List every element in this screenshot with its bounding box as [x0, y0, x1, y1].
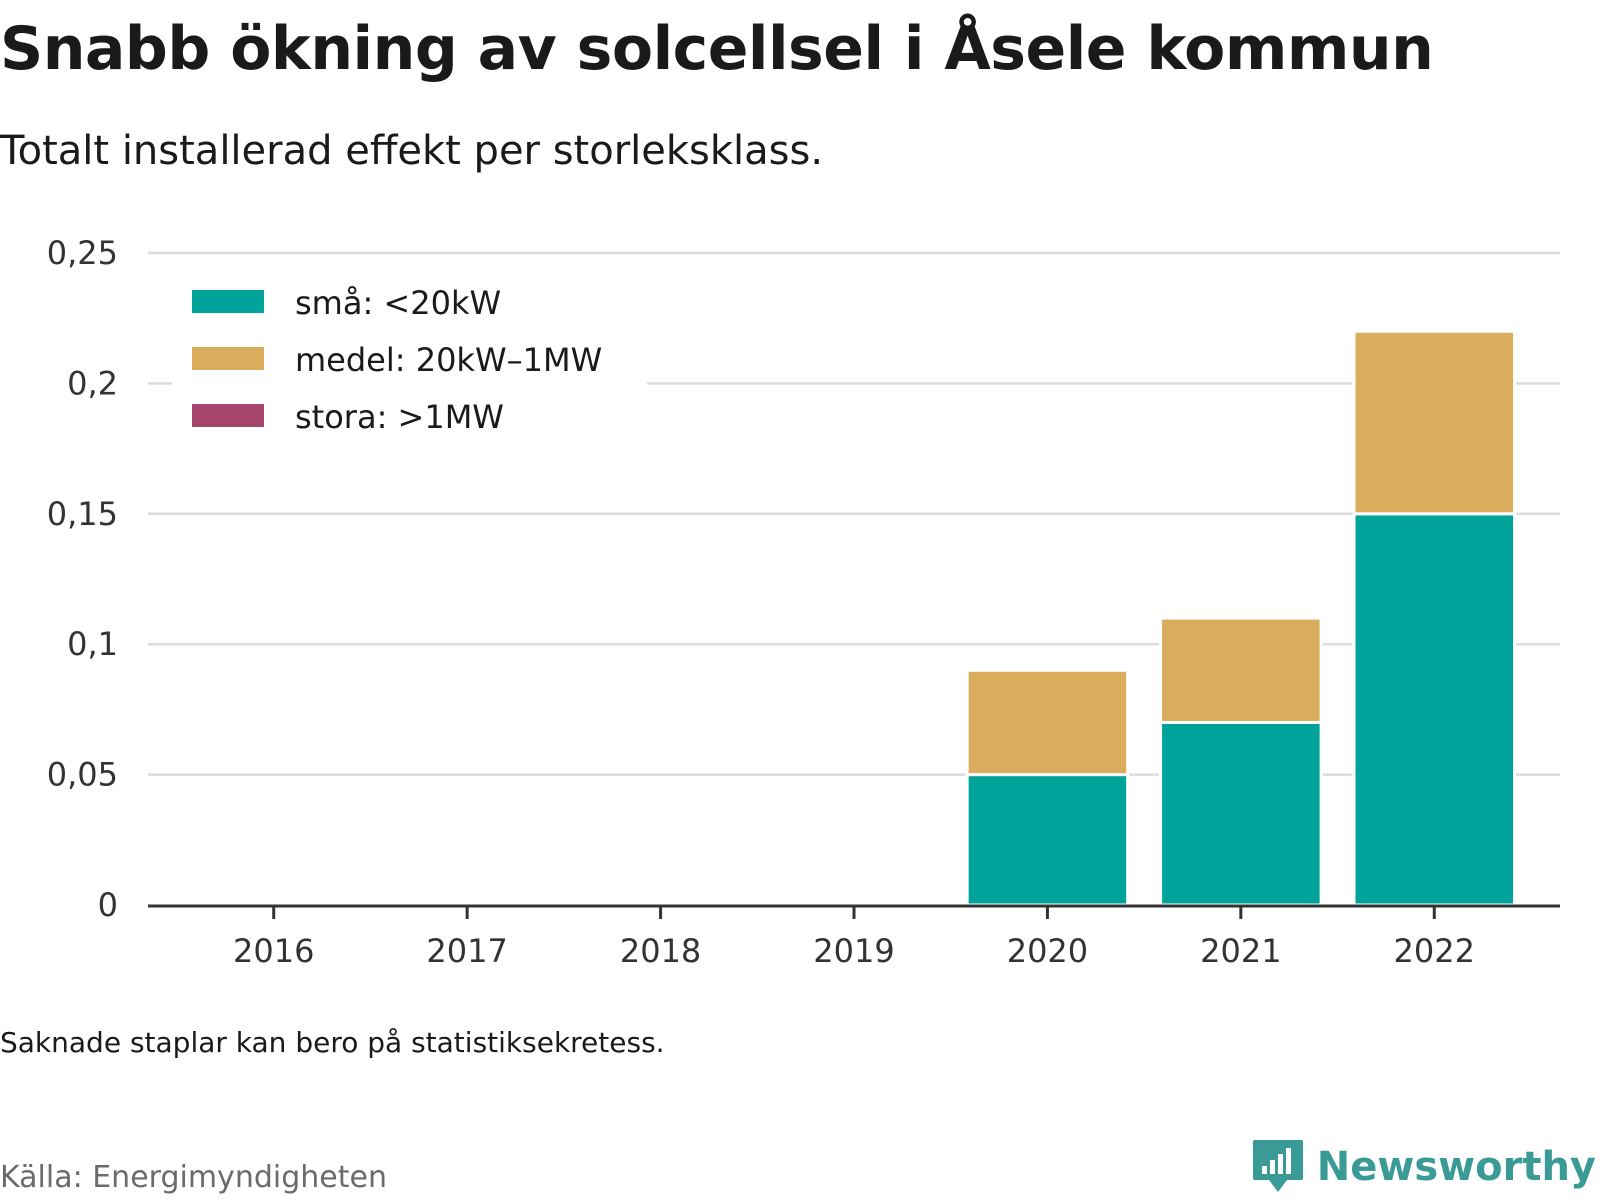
legend-swatch [192, 404, 264, 427]
y-tick-label: 0,25 [47, 234, 118, 272]
bar-segment [1352, 329, 1517, 516]
x-tick-label: 2020 [1007, 932, 1088, 970]
newsworthy-logo-icon [1252, 1140, 1303, 1192]
legend: små: <20kW medel: 20kW–1MW stora: >1MW [172, 272, 647, 436]
x-tick-label: 2022 [1394, 932, 1475, 970]
x-tick-label: 2016 [233, 932, 314, 970]
legend-label: stora: >1MW [295, 398, 504, 436]
x-axis: 2016 2017 2018 2019 2020 2021 2022 [148, 904, 1560, 970]
y-tick-label: 0,1 [67, 625, 118, 663]
y-tick-label: 0,05 [47, 756, 118, 794]
brand: Newsworthy [1251, 1138, 1596, 1196]
bar-segment [965, 773, 1130, 907]
stacked-bar-chart: 0 0,05 0,1 0,15 0,2 0,25 2016 2017 2018 2019 2020… [47, 234, 1560, 970]
x-tick-label: 2017 [426, 932, 507, 970]
source-note: Källa: Energimyndigheten [0, 1160, 387, 1195]
y-tick-label: 0,2 [67, 364, 118, 402]
x-tick-label: 2021 [1200, 932, 1281, 970]
y-axis: 0 0,05 0,1 0,15 0,2 0,25 [47, 234, 118, 924]
legend-swatch [192, 290, 264, 313]
footnote: Saknade staplar kan bero på statistiksek… [0, 1026, 665, 1059]
y-tick-label: 0 [98, 886, 118, 924]
bar-segment [965, 668, 1130, 777]
legend-label: medel: 20kW–1MW [295, 341, 602, 379]
y-tick-label: 0,15 [47, 495, 118, 533]
bar-segment [1159, 720, 1323, 907]
x-tick-label: 2018 [620, 932, 701, 970]
legend-swatch [192, 347, 264, 370]
bars [965, 329, 1517, 907]
legend-label: små: <20kW [295, 284, 501, 322]
chart-title: Snabb ökning av solcellsel i Åsele kommu… [0, 14, 1434, 84]
brand-name: Newsworthy [1316, 1144, 1596, 1190]
bar-segment [1352, 512, 1517, 907]
chart-subtitle: Totalt installerad effekt per storlekskl… [0, 128, 824, 174]
x-tick-label: 2019 [813, 932, 894, 970]
bar-segment [1159, 616, 1323, 724]
